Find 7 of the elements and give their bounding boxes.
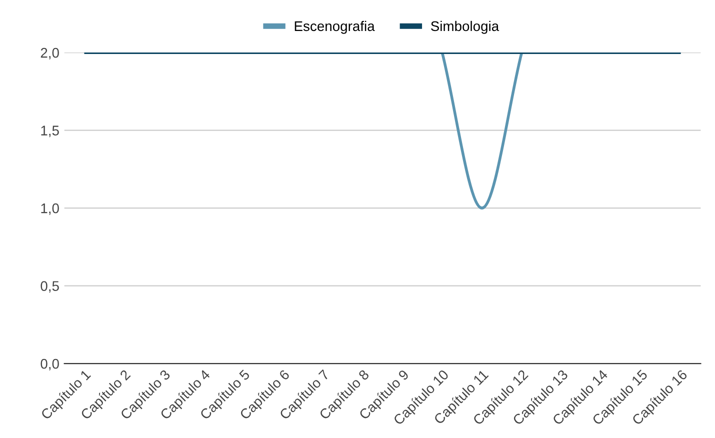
- y-tick-label: 0,5: [40, 281, 59, 293]
- y-tick-label: 1,0: [41, 203, 59, 215]
- y-tick-label: 0,0: [40, 358, 59, 370]
- y-tick-label: 2,0: [40, 48, 59, 60]
- legend-label: Simbologia: [431, 20, 500, 34]
- y-tick-label: 1,5: [41, 126, 59, 138]
- legend-label: Escenografia: [294, 20, 375, 34]
